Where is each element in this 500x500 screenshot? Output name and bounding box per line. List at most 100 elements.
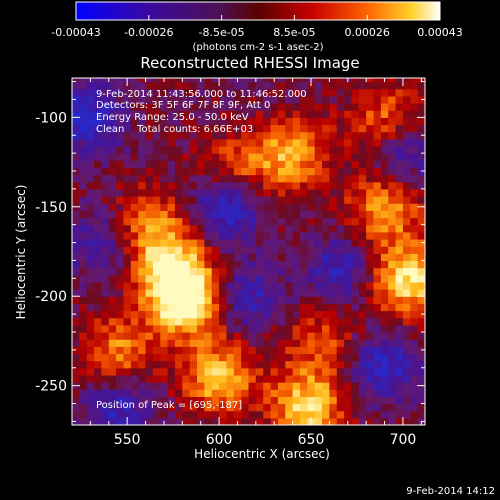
heatmap-cell [299,95,308,104]
heatmap-cell [322,210,330,219]
heatmap-cell [160,88,169,97]
heatmap-cell [241,382,250,390]
heatmap-cell [292,396,301,405]
heatmap-cell [116,303,125,312]
heatmap-cell [388,160,397,169]
heatmap-cell [329,224,338,233]
heatmap-cell [395,181,404,190]
heatmap-cell [388,281,397,290]
heatmap-cell [388,389,397,397]
heatmap-cell [366,153,375,161]
heatmap-cell [292,95,301,104]
heatmap-cell [138,81,147,90]
heatmap-cell [277,324,286,333]
heatmap-cell [402,181,411,190]
heatmap-cell [395,346,404,355]
heatmap-cell [329,303,338,312]
heatmap-cell [255,331,264,340]
heatmap-cell [322,396,330,405]
heatmap-cell [130,367,139,376]
heatmap-cell [336,196,345,204]
heatmap-cell [270,331,279,340]
heatmap-cell [395,274,404,283]
heatmap-cell [108,110,117,118]
heatmap-cell [307,339,316,347]
heatmap-cell [366,203,375,211]
heatmap-cell [182,188,191,197]
heatmap-cell [329,289,338,297]
heatmap-cell [402,331,411,340]
heatmap-cell [152,253,161,262]
heatmap-cell [395,110,404,118]
heatmap-cell [366,188,375,197]
heatmap-cell [189,296,198,304]
heatmap-cell [358,382,367,390]
heatmap-cell [174,310,183,319]
heatmap-cell [314,346,323,355]
heatmap-cell [388,382,397,390]
heatmap-cell [79,331,88,340]
heatmap-cell [395,160,404,169]
heatmap-cell [336,417,345,425]
heatmap-cell [292,217,301,226]
heatmap-cell [138,310,147,319]
heatmap-cell [138,117,147,126]
heatmap-cell [182,417,191,425]
heatmap-cell [263,174,272,183]
heatmap-cell [373,160,382,169]
heatmap-cell [292,160,301,169]
heatmap-cell [388,181,397,190]
heatmap-cell [402,403,411,412]
heatmap-cell [226,339,235,347]
heatmap-cell [366,360,375,369]
heatmap-cell [299,303,308,312]
heatmap-cell [226,403,235,412]
heatmap-cell [130,310,139,319]
heatmap-cell [211,238,220,247]
heatmap-cell [263,289,272,297]
heatmap-cell [402,310,411,319]
heatmap-cell [380,353,389,362]
heatmap-cell [380,246,389,254]
heatmap-cell [167,296,176,304]
heatmap-cell [344,374,353,383]
heatmap-cell [86,231,95,240]
heatmap-cell [366,181,375,190]
heatmap-cell [152,267,161,276]
heatmap-cell [285,417,294,425]
heatmap-cell [373,403,382,412]
heatmap-cell [351,324,360,333]
heatmap-cell [299,246,308,254]
heatmap-cell [248,367,257,376]
heatmap-cell [402,160,411,169]
heatmap-cell [373,131,382,140]
heatmap-cell [152,174,161,183]
heatmap-cell [255,253,264,262]
heatmap-cell [174,160,183,169]
heatmap-cell [314,181,323,190]
heatmap-cell [255,281,264,290]
heatmap-cell [299,131,308,140]
heatmap-cell [211,353,220,362]
heatmap-cell [314,103,323,111]
heatmap-cell [366,124,375,133]
heatmap-cell [226,124,235,133]
heatmap-cell [152,353,161,362]
heatmap-cell [138,396,147,405]
heatmap-cell [351,95,360,104]
heatmap-cell [204,217,213,226]
heatmap-cell [270,303,279,312]
heatmap-cell [94,339,103,347]
heatmap-cell [79,267,88,276]
heatmap-cell [160,360,169,369]
heatmap-cell [197,346,205,355]
heatmap-cell [226,289,235,297]
heatmap-cell [351,117,360,126]
heatmap-cell [277,124,286,133]
heatmap-cell [410,410,419,419]
heatmap-cell [138,267,147,276]
heatmap-cell [219,110,228,118]
heatmap-cell [358,324,367,333]
heatmap-cell [299,260,308,269]
heatmap-cell [277,303,286,312]
